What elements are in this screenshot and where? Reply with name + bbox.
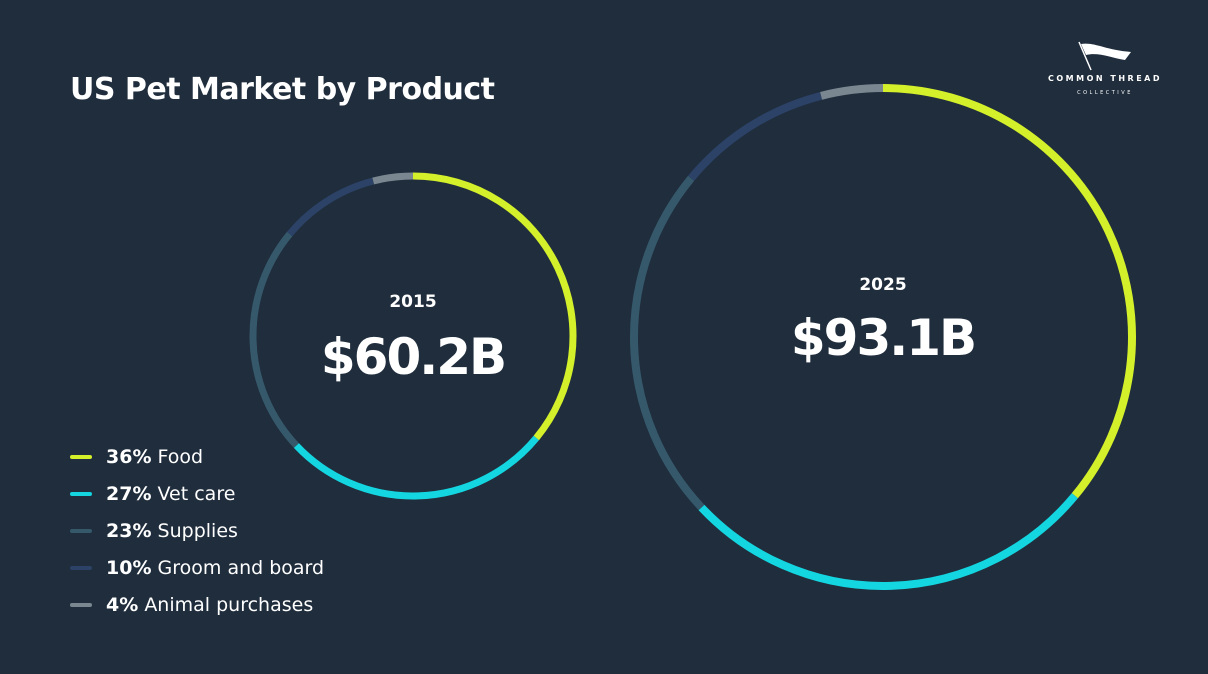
company-logo: COMMON THREAD COLLECTIVE	[1035, 40, 1175, 102]
donut-segment-food	[412, 172, 577, 441]
legend-label: Supplies	[157, 519, 238, 542]
legend: 36% Food 27% Vet care 23% Supplies 10% G…	[70, 438, 324, 623]
legend-pct: 23%	[106, 519, 152, 542]
legend-swatch	[70, 602, 92, 607]
legend-label: Food	[157, 445, 204, 468]
legend-pct: 10%	[106, 556, 152, 579]
legend-pct: 27%	[106, 482, 152, 505]
legend-item-animal-purchases: 4% Animal purchases	[70, 586, 324, 623]
donut-total-2015: $60.2B	[321, 328, 505, 386]
logo-subtitle: COLLECTIVE	[1077, 90, 1133, 96]
donut-chart-2025: 2025 $93.1B	[630, 84, 1136, 590]
donut-segment-supplies	[249, 231, 299, 448]
legend-item-supplies: 23% Supplies	[70, 512, 324, 549]
flag-icon	[1078, 41, 1131, 71]
donut-total-2025: $93.1B	[791, 309, 975, 367]
logo-name: COMMON THREAD	[1048, 74, 1162, 83]
donut-segment-animal-purchases	[372, 172, 414, 185]
legend-swatch	[70, 454, 92, 459]
donut-year-2015: 2015	[389, 292, 436, 312]
legend-swatch	[70, 528, 92, 533]
donut-segment-vet-care	[293, 435, 539, 500]
legend-swatch	[70, 565, 92, 570]
donut-segment-animal-purchases	[820, 84, 884, 100]
legend-pct: 36%	[106, 445, 152, 468]
legend-label: Groom and board	[157, 556, 325, 579]
chart-title: US Pet Market by Product	[70, 72, 495, 107]
legend-label: Vet care	[157, 482, 236, 505]
donut-year-2025: 2025	[859, 275, 906, 295]
legend-item-groom-board: 10% Groom and board	[70, 549, 324, 586]
legend-label: Animal purchases	[144, 593, 314, 616]
legend-pct: 4%	[106, 593, 139, 616]
donut-segment-vet-care	[698, 493, 1078, 590]
legend-swatch	[70, 491, 92, 496]
legend-item-vet-care: 27% Vet care	[70, 475, 324, 512]
donut-segment-supplies	[630, 175, 705, 511]
donut-segment-groom-board	[287, 177, 375, 237]
legend-item-food: 36% Food	[70, 438, 324, 475]
donut-chart-2015: 2015 $60.2B	[249, 172, 577, 500]
donut-segment-groom-board	[688, 91, 823, 181]
donut-segment-food	[882, 84, 1136, 499]
